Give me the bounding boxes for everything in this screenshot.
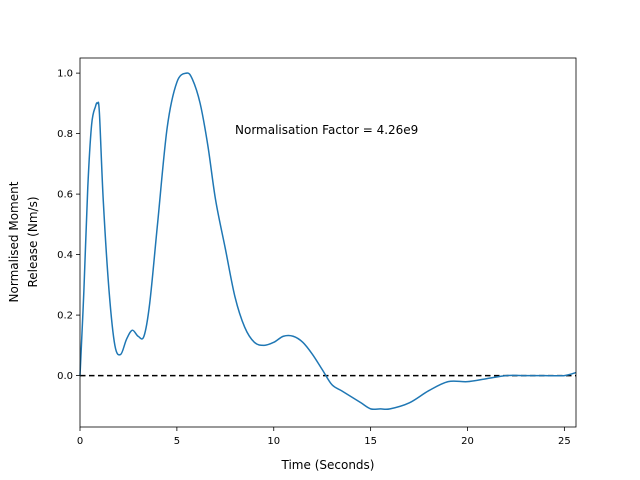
y-axis-title-line-2: Release (Nm/s)	[26, 196, 40, 287]
y-tick-label: 0.6	[57, 190, 73, 201]
y-tick-label: 0.0	[57, 371, 73, 382]
y-axis-title-line-1: Normalised Moment	[7, 181, 21, 302]
y-tick-label: 1.0	[57, 69, 73, 80]
plot-area-frame	[79, 57, 577, 428]
x-axis-title: Time (Seconds)	[281, 458, 375, 472]
x-tick-label: 20	[461, 436, 474, 447]
y-tick-label: 0.2	[57, 311, 73, 322]
normalisation-factor-annotation: Normalisation Factor = 4.26e9	[235, 123, 418, 137]
x-tick-label: 10	[267, 436, 280, 447]
ticks-layer: 0 5 10 15 20 25 0.0 0.2 0.4 0.6 0.8 1.0	[57, 69, 571, 447]
y-tick-label: 0.8	[57, 129, 73, 140]
x-tick-label: 0	[77, 436, 83, 447]
x-tick-label: 25	[558, 436, 571, 447]
series-line	[79, 72, 577, 411]
y-tick-label: 0.4	[57, 250, 73, 261]
x-tick-label: 15	[364, 436, 377, 447]
x-tick-label: 5	[174, 436, 180, 447]
